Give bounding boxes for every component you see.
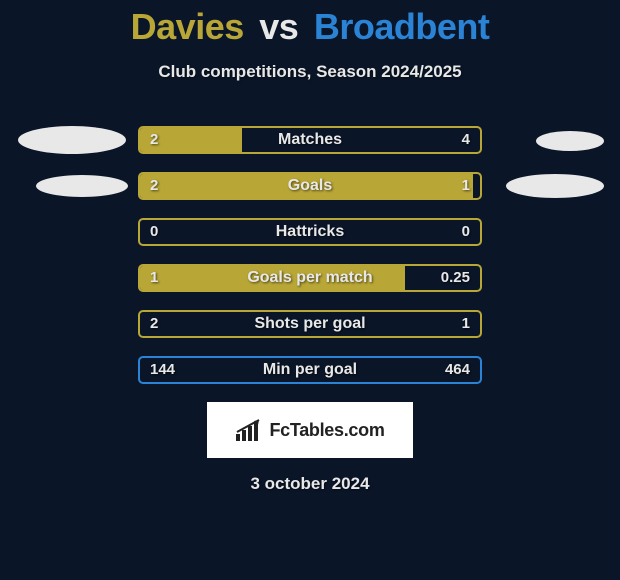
stat-value-right: 4 [452,128,480,152]
ellipse-icon [506,174,604,198]
title: Davies vs Broadbent [10,6,610,48]
ellipse-icon [18,126,126,154]
stat-row: 2Shots per goal1 [14,310,606,338]
deco-right [490,267,606,289]
bar-chart-arrow-icon [235,418,263,442]
stat-value-right: 464 [435,358,480,382]
player2-name: Broadbent [314,6,490,47]
deco-left [14,221,130,243]
vs-label: vs [259,6,298,47]
deco-left [14,175,130,197]
deco-left [14,313,130,335]
deco-right [490,221,606,243]
stat-row: 0Hattricks0 [14,218,606,246]
deco-left [14,129,130,151]
stat-label: Shots per goal [140,312,480,336]
stat-label: Goals [140,174,480,198]
deco-right [490,175,606,197]
deco-right [490,129,606,151]
deco-right [490,313,606,335]
stat-value-right: 1 [452,174,480,198]
stat-row: 144Min per goal464 [14,356,606,384]
date-label: 3 october 2024 [10,474,610,494]
logo-box: FcTables.com [207,402,413,458]
stat-bar: 2Shots per goal1 [138,310,482,338]
stat-bar: 0Hattricks0 [138,218,482,246]
stat-label: Matches [140,128,480,152]
stat-bar: 2Matches4 [138,126,482,154]
stat-bar: 144Min per goal464 [138,356,482,384]
stats-rows: 2Matches42Goals10Hattricks01Goals per ma… [10,126,610,384]
stat-bar: 1Goals per match0.25 [138,264,482,292]
deco-left [14,359,130,381]
stat-label: Hattricks [140,220,480,244]
ellipse-icon [536,131,604,151]
stat-label: Min per goal [140,358,480,382]
deco-right [490,359,606,381]
stat-value-right: 0 [452,220,480,244]
stat-value-right: 0.25 [431,266,480,290]
logo-text: FcTables.com [269,420,384,441]
stat-row: 2Matches4 [14,126,606,154]
comparison-widget: Davies vs Broadbent Club competitions, S… [0,0,620,494]
stat-row: 2Goals1 [14,172,606,200]
ellipse-icon [36,175,128,197]
player1-name: Davies [131,6,244,47]
stat-label: Goals per match [140,266,480,290]
stat-bar: 2Goals1 [138,172,482,200]
stat-value-right: 1 [452,312,480,336]
deco-left [14,267,130,289]
stat-row: 1Goals per match0.25 [14,264,606,292]
subtitle: Club competitions, Season 2024/2025 [10,62,610,82]
